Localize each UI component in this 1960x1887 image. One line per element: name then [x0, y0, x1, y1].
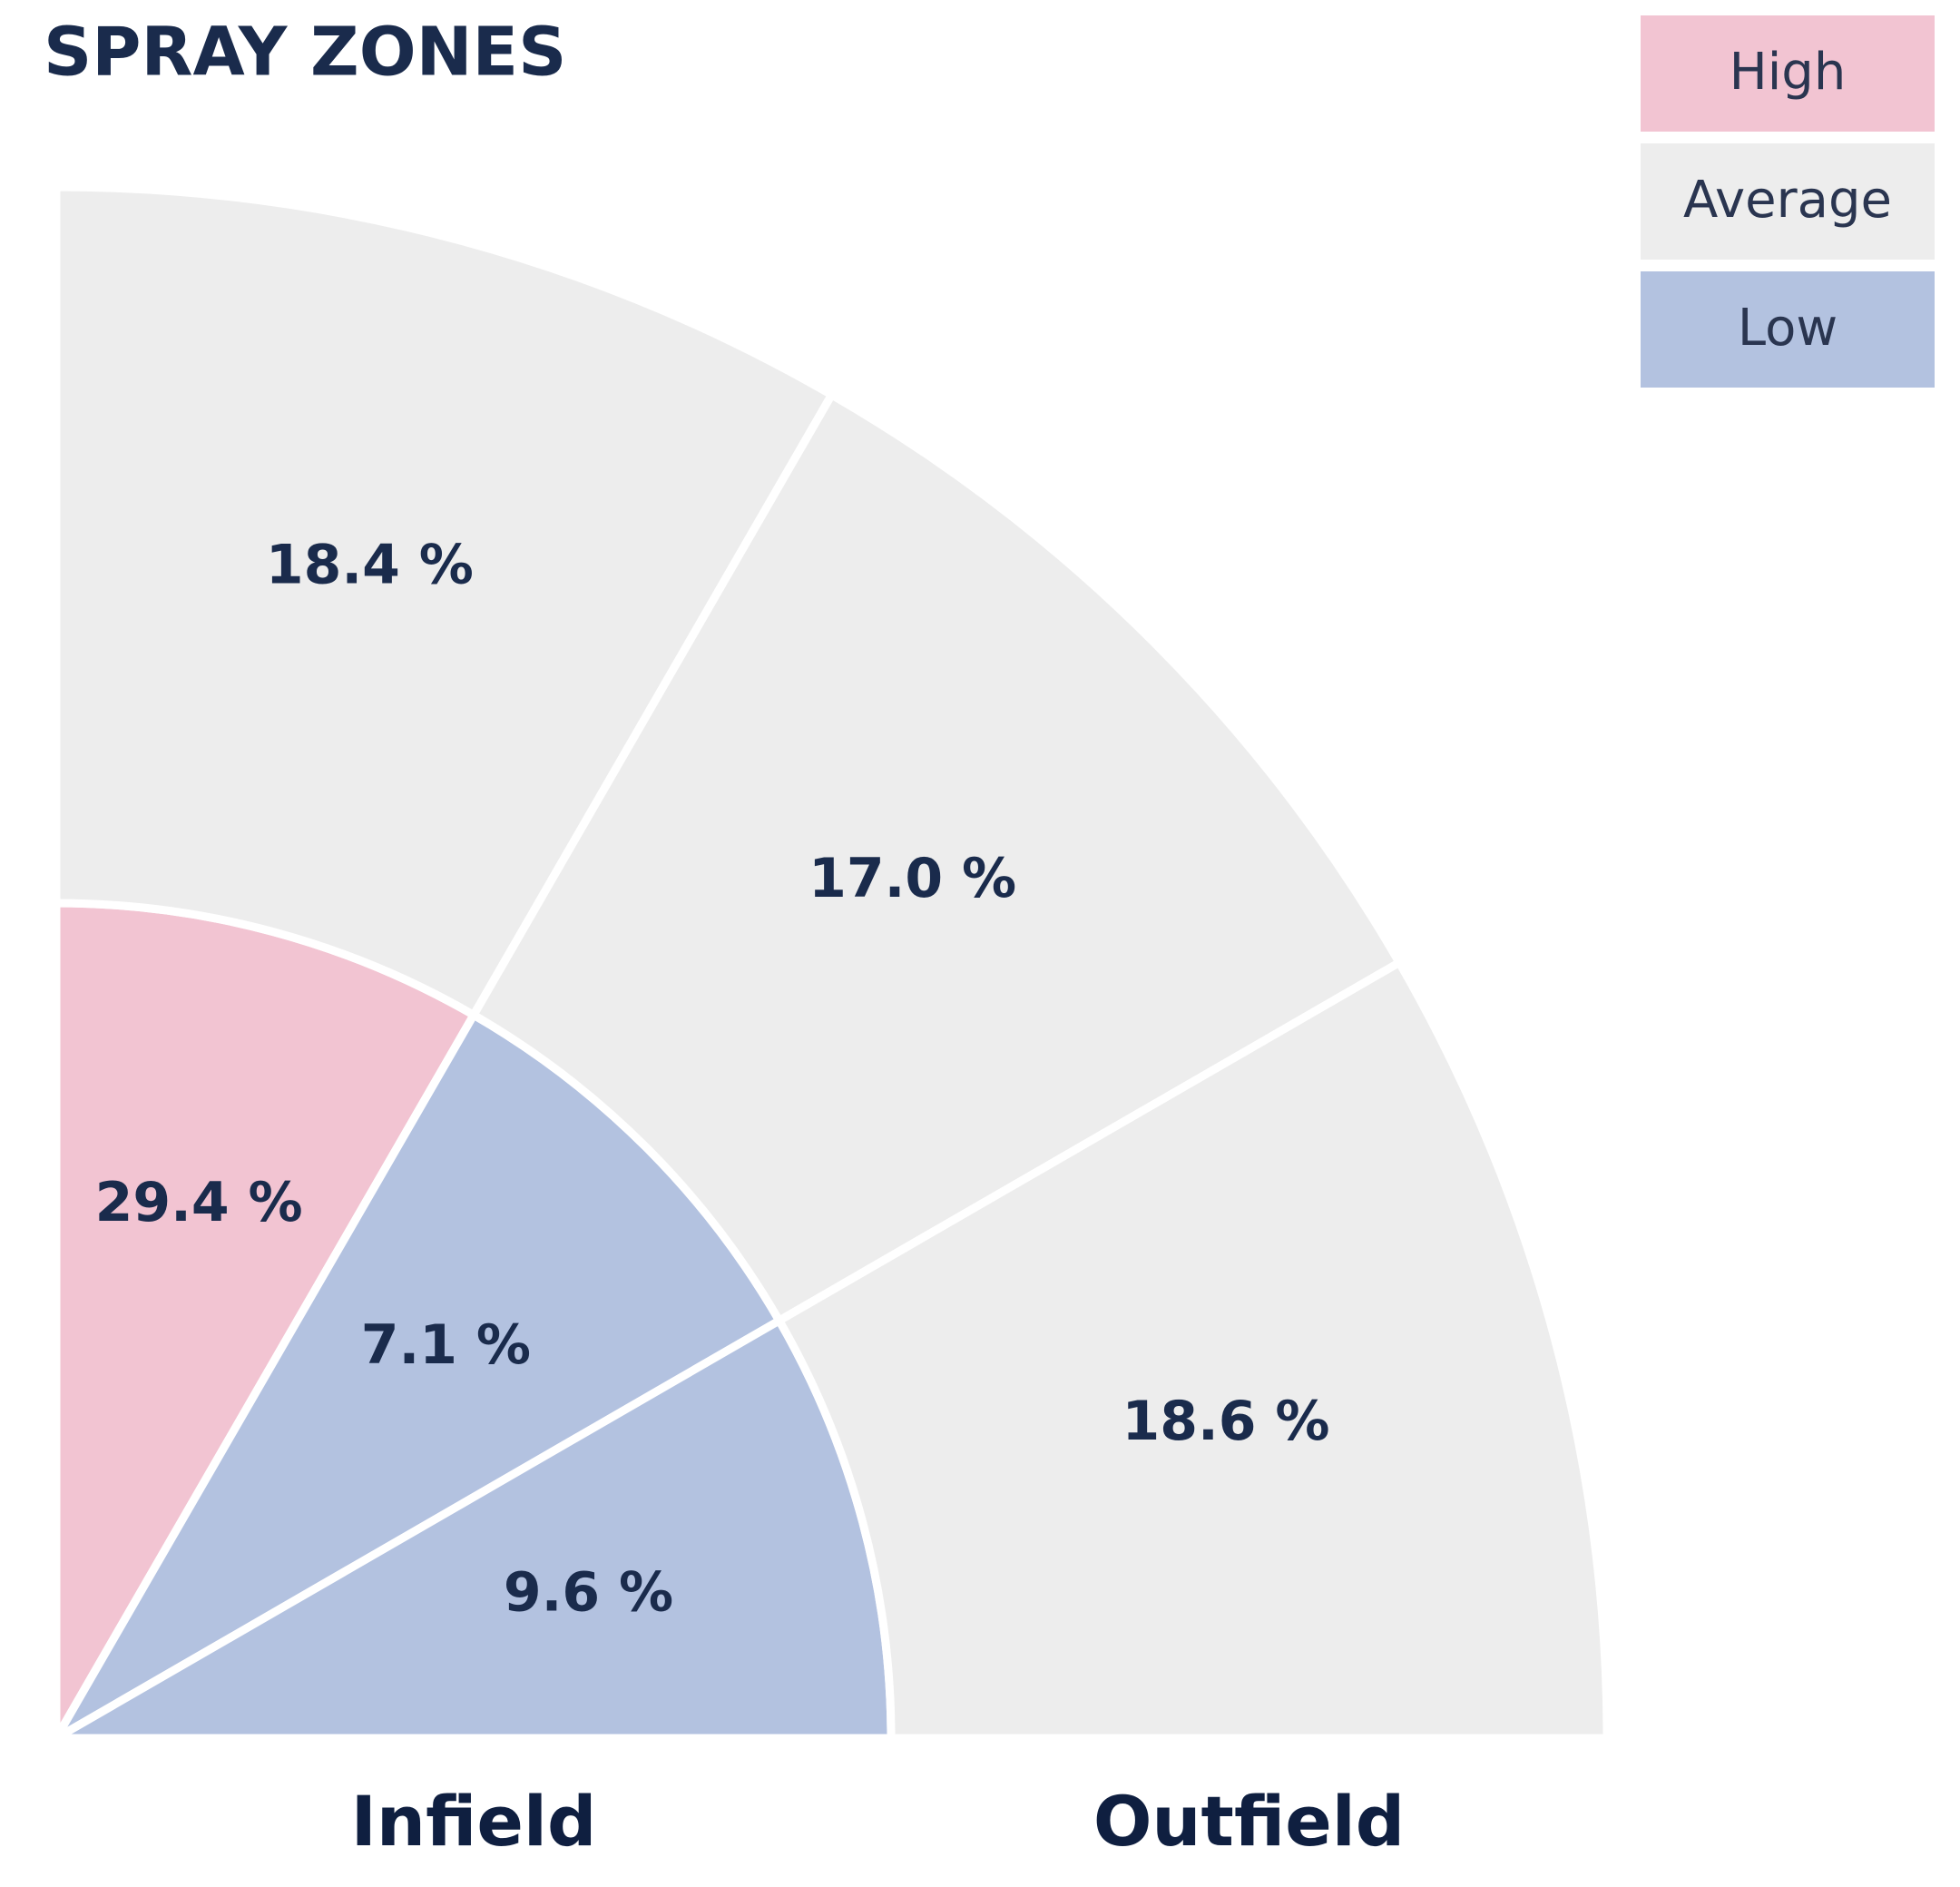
- value-label: 7.1 %: [361, 1313, 531, 1377]
- value-label: 29.4 %: [95, 1171, 303, 1234]
- legend-swatch: [1641, 271, 1935, 388]
- ring-label: Infield: [351, 1781, 597, 1862]
- legend-label: Average: [1683, 171, 1892, 230]
- zone: [52, 182, 836, 1019]
- value-label: 9.6 %: [504, 1560, 673, 1624]
- ring-label: Outfield: [1093, 1781, 1405, 1862]
- legend-swatch: [1641, 143, 1935, 260]
- legend-label: High: [1730, 43, 1847, 102]
- zone: [469, 390, 1404, 1325]
- value-label: 18.6 %: [1122, 1390, 1330, 1453]
- zone: [775, 958, 1612, 1743]
- value-label: 18.4 %: [266, 534, 474, 597]
- value-label: 17.0 %: [808, 847, 1016, 910]
- chart-title: SPRAY ZONES: [44, 14, 566, 92]
- legend-label: Low: [1738, 299, 1838, 358]
- legend-swatch: [1641, 15, 1935, 132]
